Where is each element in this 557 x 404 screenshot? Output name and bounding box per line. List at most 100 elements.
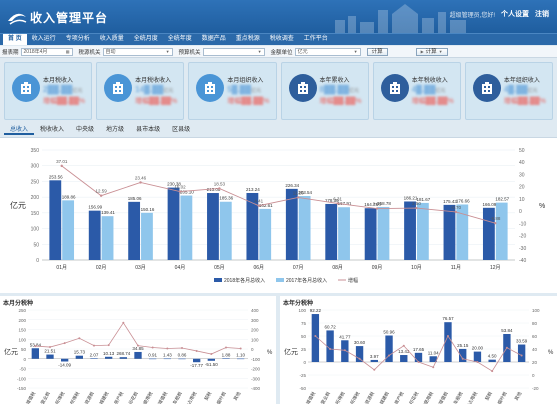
bar-value-label: -17.77 (190, 363, 203, 368)
bar-value-label: 175.43 (443, 199, 457, 204)
tax-bar (61, 358, 69, 362)
kpi-card[interactable]: 本月组织收入 5█.██亿元 增幅██.██% (188, 62, 277, 120)
y-tick-label: 25 (301, 347, 307, 352)
nav-item-annual[interactable]: 全统年度 (167, 36, 192, 42)
bar-value-label: -14.09 (58, 362, 71, 367)
tab-district-level[interactable]: 区县级 (172, 127, 191, 133)
y-tick-label: 150 (31, 211, 40, 217)
y-axis-label: 亿元 (284, 347, 298, 356)
logout-link[interactable]: 注销 (535, 11, 549, 18)
budget-org-select[interactable]: ▼ (202, 47, 265, 56)
main-nav: 首 页 收入运行 专项分析 收入质量 全统月度 全统年度 数据产品 重点税源 税… (0, 33, 557, 45)
bar-2017 (259, 208, 272, 260)
nav-item-special-analysis[interactable]: 专项分析 (65, 36, 90, 42)
growth-point (505, 346, 508, 349)
tax-bar (414, 352, 423, 362)
y2-tick-label: 100 (532, 308, 540, 313)
tab-local-level[interactable]: 地方级 (106, 127, 125, 133)
kpi-growth: 增幅██.██% (227, 98, 270, 105)
bar-value-label: 60.72 (324, 324, 336, 329)
nav-item-income-run[interactable]: 收入运行 (31, 36, 56, 42)
tax-org-value: 自动 (105, 48, 116, 55)
bar-2018 (325, 203, 338, 260)
y-tick-label: 100 (18, 337, 26, 342)
y2-tick-label: 60 (532, 334, 538, 339)
y-tick-label: 0 (23, 357, 26, 362)
unit-select[interactable]: 亿元 ▼ (294, 47, 361, 56)
y2-tick-label: 20 (519, 185, 525, 191)
bar-value-label: 92.22 (310, 308, 322, 313)
bar-value-label: 53.84 (30, 342, 42, 347)
x-tick-label: 个人所得税 (64, 390, 82, 404)
kpi-value: 4█.██亿元 (503, 85, 538, 94)
kpi-card[interactable]: 本月税收收入 14█.██亿元 增幅██.██% (96, 62, 185, 120)
growth-value-label: 23.46 (135, 175, 147, 180)
tab-county-level[interactable]: 县市本级 (136, 127, 161, 133)
tax-org-select[interactable]: 自动 ▼ (102, 47, 173, 56)
growth-point (375, 207, 379, 210)
growth-point (297, 196, 300, 199)
y-tick-label: 0 (303, 360, 306, 365)
bar-2017 (180, 195, 193, 260)
tab-total-income[interactable]: 总收入 (4, 125, 35, 135)
tax-bar (163, 358, 171, 360)
growth-value-label: 16.02 (174, 185, 186, 190)
period-input[interactable]: 2018年4月 ▦ (20, 47, 73, 56)
bar-2017 (62, 200, 75, 260)
building-icon (104, 74, 133, 102)
personal-settings-link[interactable]: 个人设置 (501, 11, 529, 18)
growth-point (151, 346, 154, 349)
x-tick-label: 09月 (372, 265, 383, 271)
calculate-button[interactable]: 计算 (366, 47, 388, 56)
chevron-down-icon: ▼ (353, 48, 358, 54)
bar-value-label: 164.78 (364, 202, 378, 207)
nav-item-income-quality[interactable]: 收入质量 (99, 36, 124, 42)
x-tick-label: 企业所得税 (49, 390, 67, 404)
growth-point (137, 344, 139, 347)
y2-tick-label: -10 (519, 221, 526, 227)
bar-2018 (167, 187, 180, 260)
tax-bar (31, 348, 39, 359)
nav-item-key-tax-sources[interactable]: 重点税源 (235, 36, 260, 42)
growth-point (60, 164, 63, 168)
bar-value-label: 4.50 (488, 354, 497, 359)
kpi-card[interactable]: 本年累收入 8██.██亿元 增幅██.██% (280, 62, 369, 120)
tax-bar (385, 335, 393, 362)
kpi-cards: 本月税收入 2██.██亿元 增幅██.██% 本月税收收入 14█.██亿元 … (4, 62, 554, 120)
nav-item-monthly[interactable]: 全统月度 (133, 36, 158, 42)
growth-point (239, 347, 242, 350)
kpi-card[interactable]: 本年组织收入 4█.██亿元 增幅██.██% (464, 62, 554, 120)
bar-value-label: 3.97 (370, 354, 379, 359)
growth-point (454, 210, 458, 214)
growth-value-label: 12.59 (95, 189, 107, 194)
x-tick-label: 其他 (513, 390, 524, 402)
x-tick-label: 印花税 (127, 390, 140, 404)
bar-2017 (101, 216, 114, 260)
period-value: 2018年4月 (23, 48, 48, 55)
y2-tick-label: -400 (251, 386, 261, 391)
y2-axis-label: % (548, 350, 554, 356)
y-tick-label: -100 (17, 376, 27, 381)
tab-central-level[interactable]: 中央级 (76, 127, 95, 133)
bar-value-label: 2.07 (90, 352, 99, 357)
calendar-icon: ▦ (65, 48, 70, 54)
kpi-card[interactable]: 本月税收入 2██.██亿元 增幅██.██% (4, 62, 93, 120)
y-tick-label: 50 (21, 347, 27, 352)
chart-tabs: 总收入 税收收入 中央级 地方级 县市本级 区县级 (4, 125, 196, 135)
growth-value-label: 18.53 (214, 181, 226, 186)
tab-tax-income[interactable]: 税收收入 (40, 127, 65, 133)
y2-axis-label: % (539, 203, 545, 210)
nav-item-home[interactable]: 首 页 (3, 34, 27, 45)
legend-swatch-2017 (276, 278, 284, 282)
x-tick-label: 01月 (56, 265, 67, 271)
nav-item-work-platform[interactable]: 工作平台 (303, 36, 328, 42)
calculate-button-2[interactable]: ▶ 计算 ▼ (415, 47, 448, 56)
growth-point (166, 347, 169, 350)
y2-tick-label: 0 (532, 373, 535, 378)
bar-value-label: 230.38 (167, 182, 181, 187)
legend-swatch-2018 (214, 278, 222, 282)
nav-item-data-products[interactable]: 数据产品 (201, 36, 226, 42)
bar-value-label: 1.88 (222, 352, 231, 357)
kpi-card[interactable]: 本年税收收入 4█.██亿元 增幅██.██% (372, 62, 461, 120)
nav-item-tax-survey[interactable]: 税收调查 (269, 36, 294, 42)
